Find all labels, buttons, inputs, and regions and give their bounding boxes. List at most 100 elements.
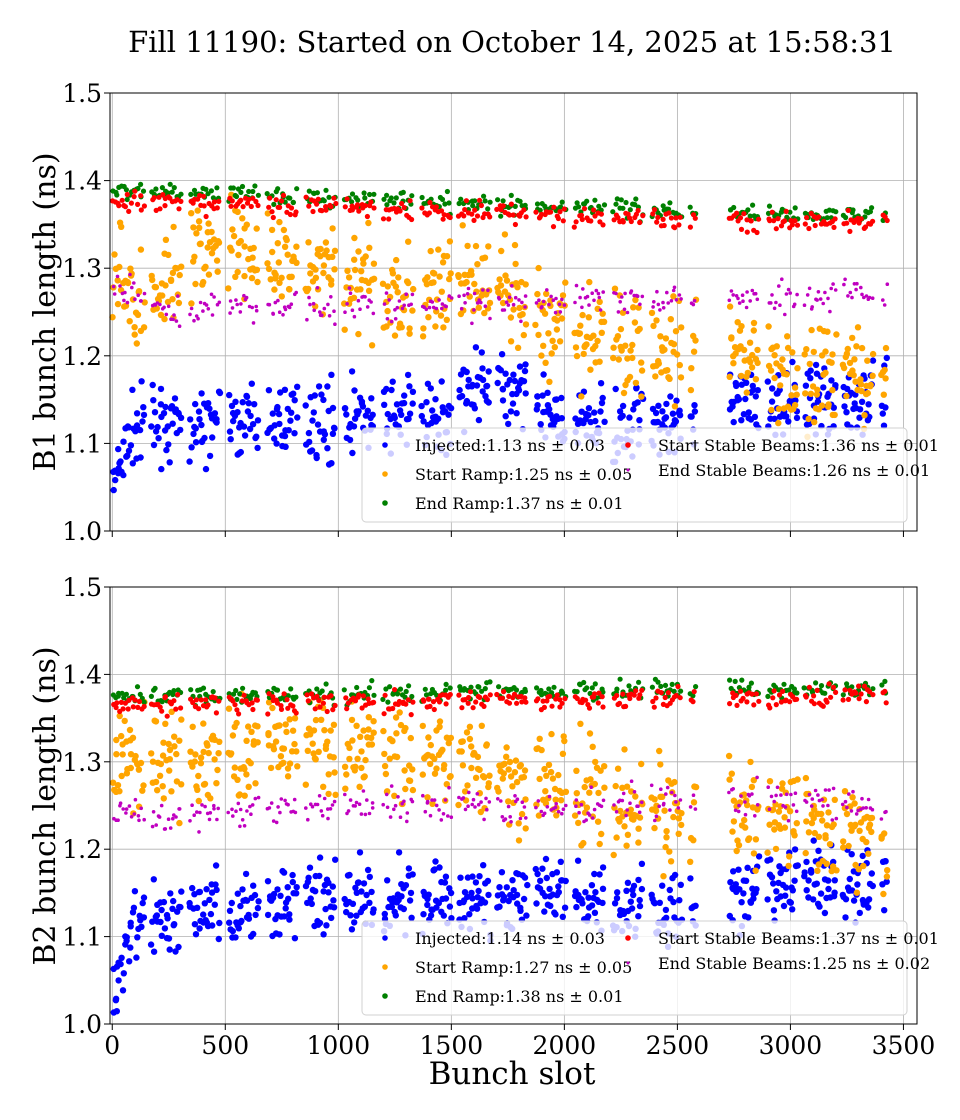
data-point	[138, 207, 144, 213]
data-point	[690, 348, 698, 355]
data-point	[600, 222, 606, 228]
data-point	[792, 397, 799, 404]
data-point	[687, 858, 694, 865]
data-point	[614, 692, 620, 699]
data-point	[791, 846, 799, 853]
data-point	[537, 877, 544, 884]
data-point	[358, 764, 365, 772]
data-point	[177, 903, 184, 911]
data-point	[237, 902, 244, 910]
data-point	[865, 896, 873, 903]
data-point	[247, 760, 254, 767]
data-point	[349, 191, 356, 197]
data-point	[118, 954, 125, 961]
data-point	[844, 345, 851, 353]
data-point	[548, 350, 555, 357]
data-point	[201, 309, 205, 313]
data-point	[203, 186, 209, 192]
data-point	[348, 368, 356, 375]
data-point	[473, 382, 481, 389]
data-point	[248, 203, 254, 210]
data-point	[122, 700, 128, 706]
data-point	[534, 805, 538, 810]
data-point	[601, 202, 608, 208]
data-point	[534, 301, 539, 305]
data-point	[312, 266, 319, 273]
data-point	[380, 216, 387, 222]
data-point	[158, 932, 165, 939]
data-point	[561, 807, 566, 811]
data-point	[640, 294, 645, 299]
data-point	[559, 700, 565, 706]
data-point	[214, 766, 221, 774]
data-point	[138, 193, 144, 199]
data-point	[611, 285, 619, 292]
data-point	[549, 294, 553, 299]
data-point	[803, 694, 809, 700]
data-point	[595, 789, 602, 797]
data-point	[592, 298, 596, 303]
data-point	[191, 758, 198, 765]
data-point	[343, 771, 350, 778]
data-point	[671, 288, 676, 293]
data-point	[736, 809, 741, 814]
data-point	[583, 341, 590, 348]
data-point	[447, 214, 453, 221]
data-point	[288, 273, 295, 280]
data-point	[596, 358, 603, 365]
data-point	[269, 410, 276, 417]
data-point	[360, 880, 368, 887]
data-point	[420, 325, 427, 332]
data-point	[737, 301, 742, 305]
data-point	[663, 828, 670, 835]
data-point	[420, 418, 427, 425]
data-point	[447, 889, 455, 897]
data-point	[564, 803, 568, 808]
data-point	[447, 773, 454, 780]
legend-marker	[382, 993, 388, 999]
data-point	[746, 835, 753, 842]
data-point	[238, 189, 244, 195]
data-point	[747, 358, 754, 366]
data-point	[236, 801, 241, 806]
data-point	[384, 877, 391, 884]
data-point	[427, 760, 434, 768]
data-point	[280, 226, 288, 234]
data-point	[307, 295, 311, 300]
data-point	[660, 203, 666, 209]
data-point	[520, 800, 525, 804]
data-point	[324, 738, 331, 745]
data-point	[864, 806, 868, 810]
legend-label: End Stable Beams:1.25 ns ± 0.02	[658, 954, 930, 973]
data-point	[194, 904, 201, 911]
data-point	[767, 367, 775, 374]
data-point	[503, 817, 508, 821]
data-point	[826, 803, 830, 808]
data-point	[557, 797, 565, 804]
data-point	[117, 458, 124, 465]
data-point	[833, 331, 840, 338]
data-point	[578, 212, 585, 218]
data-point	[459, 222, 466, 229]
data-point	[543, 874, 550, 882]
data-point	[242, 293, 246, 298]
data-point	[511, 377, 518, 385]
data-point	[216, 919, 223, 927]
data-point	[595, 700, 601, 706]
data-point	[253, 198, 259, 205]
data-point	[865, 850, 872, 857]
data-point	[578, 393, 585, 400]
data-point	[750, 777, 757, 784]
data-point	[543, 290, 550, 297]
legend-marker	[382, 500, 388, 506]
data-point	[826, 296, 830, 301]
data-point	[868, 814, 876, 822]
data-point	[132, 697, 138, 703]
data-point	[742, 395, 749, 403]
data-point	[804, 215, 810, 221]
data-point	[678, 324, 685, 331]
data-point	[730, 418, 737, 426]
data-point	[133, 954, 140, 961]
data-point	[253, 796, 258, 801]
legend-marker	[382, 442, 388, 448]
